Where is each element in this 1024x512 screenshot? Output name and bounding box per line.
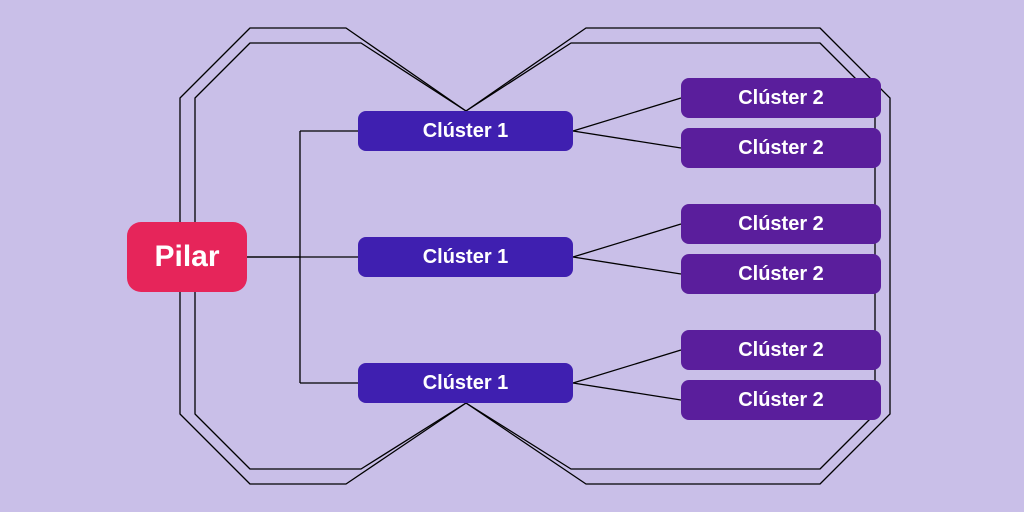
- node-c1b: Clúster 1: [358, 237, 573, 277]
- node-c2f: Clúster 2: [681, 380, 881, 420]
- node-c2c: Clúster 2: [681, 204, 881, 244]
- node-c2a: Clúster 2: [681, 78, 881, 118]
- node-c2e: Clúster 2: [681, 330, 881, 370]
- node-c1c: Clúster 1: [358, 363, 573, 403]
- node-pilar: Pilar: [127, 222, 247, 292]
- node-c2d: Clúster 2: [681, 254, 881, 294]
- node-c1a: Clúster 1: [358, 111, 573, 151]
- node-c2b: Clúster 2: [681, 128, 881, 168]
